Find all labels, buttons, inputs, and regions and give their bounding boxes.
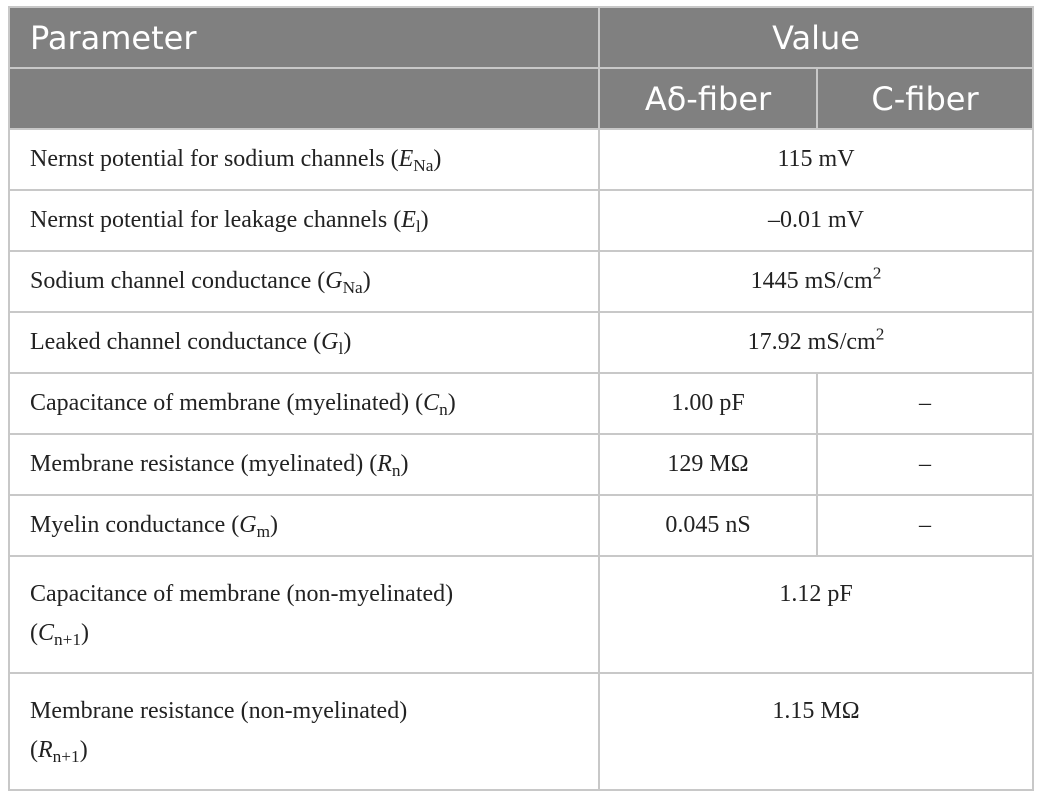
- header-row: Parameter Value: [8, 6, 1034, 69]
- table-row: Sodium channel conductance (GNa) 1445 mS…: [8, 250, 1034, 313]
- parameter-value: 115 mV: [598, 128, 1034, 191]
- table-row: Leaked channel conductance (Gl) 17.92 mS…: [8, 311, 1034, 374]
- parameter-table: Parameter Value Aδ-fiber C-fiber Nernst …: [8, 6, 1034, 791]
- table-row: Myelin conductance (Gm) 0.045 nS –: [8, 494, 1034, 557]
- c-fiber-value: –: [816, 433, 1034, 496]
- parameter-value: 1.15 MΩ: [598, 672, 1034, 791]
- parameter-name: Nernst potential for leakage channels (E…: [8, 189, 600, 252]
- header-c-fiber: C-fiber: [816, 67, 1034, 130]
- parameter-value: 1.12 pF: [598, 555, 1034, 674]
- parameter-value: 17.92 mS/cm2: [598, 311, 1034, 374]
- c-fiber-value: –: [816, 494, 1034, 557]
- table-row: Capacitance of membrane (non-myelinated)…: [8, 555, 1034, 674]
- c-fiber-value: –: [816, 372, 1034, 435]
- header-empty: [8, 67, 600, 130]
- parameter-name: Membrane resistance (non-myelinated) (Rn+…: [8, 672, 600, 791]
- adelta-value: 129 MΩ: [598, 433, 818, 496]
- adelta-value: 0.045 nS: [598, 494, 818, 557]
- header-subrow: Aδ-fiber C-fiber: [8, 67, 1034, 130]
- parameter-name: Nernst potential for sodium channels (EN…: [8, 128, 600, 191]
- adelta-value: 1.00 pF: [598, 372, 818, 435]
- parameter-name: Capacitance of membrane (myelinated) (Cn…: [8, 372, 600, 435]
- table-row: Capacitance of membrane (myelinated) (Cn…: [8, 372, 1034, 435]
- parameter-name: Membrane resistance (myelinated) (Rn): [8, 433, 600, 496]
- table-row: Nernst potential for leakage channels (E…: [8, 189, 1034, 252]
- parameter-value: 1445 mS/cm2: [598, 250, 1034, 313]
- parameter-name: Myelin conductance (Gm): [8, 494, 600, 557]
- header-adelta-fiber: Aδ-fiber: [598, 67, 818, 130]
- table-row: Membrane resistance (myelinated) (Rn) 12…: [8, 433, 1034, 496]
- parameter-name: Capacitance of membrane (non-myelinated)…: [8, 555, 600, 674]
- table-row: Membrane resistance (non-myelinated) (Rn+…: [8, 672, 1034, 791]
- header-value: Value: [598, 6, 1034, 69]
- header-parameter: Parameter: [8, 6, 600, 69]
- parameter-name: Sodium channel conductance (GNa): [8, 250, 600, 313]
- table-row: Nernst potential for sodium channels (EN…: [8, 128, 1034, 191]
- parameter-name: Leaked channel conductance (Gl): [8, 311, 600, 374]
- parameter-value: –0.01 mV: [598, 189, 1034, 252]
